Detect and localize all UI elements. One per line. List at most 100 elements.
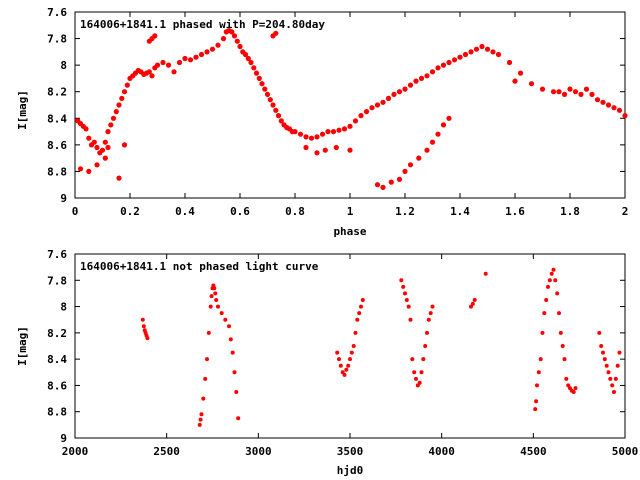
data-point bbox=[404, 298, 409, 302]
data-point bbox=[230, 350, 235, 355]
data-point bbox=[583, 86, 590, 92]
data-point bbox=[146, 69, 152, 75]
data-point bbox=[538, 357, 543, 362]
data-points bbox=[75, 28, 628, 190]
data-point bbox=[555, 291, 560, 296]
data-point bbox=[140, 317, 145, 322]
data-point bbox=[213, 291, 218, 296]
data-point bbox=[205, 357, 209, 362]
y-tick-label: 9 bbox=[60, 192, 67, 205]
data-point bbox=[342, 372, 347, 377]
data-point bbox=[176, 59, 183, 66]
data-point bbox=[399, 278, 404, 283]
data-point bbox=[242, 51, 249, 58]
data-point bbox=[264, 91, 271, 97]
data-point bbox=[102, 155, 108, 161]
y-tick-label: 8.8 bbox=[47, 165, 67, 178]
data-point bbox=[270, 102, 276, 108]
data-point bbox=[550, 89, 557, 95]
data-point bbox=[612, 390, 616, 394]
data-point bbox=[388, 179, 394, 185]
data-point bbox=[347, 123, 353, 129]
data-point bbox=[408, 317, 413, 322]
data-point bbox=[220, 36, 227, 42]
axis-ticks: 0 0.2 0.4 0.6 0.8 1 1.2 1.4 1.6 1.8 2 7.6 7.8 8 8.2 8.4… bbox=[47, 6, 628, 218]
data-point bbox=[528, 81, 535, 87]
data-point bbox=[451, 57, 458, 63]
data-point bbox=[204, 49, 210, 55]
data-point bbox=[549, 271, 554, 276]
data-point bbox=[154, 62, 161, 68]
y-tick-label: 8.2 bbox=[47, 327, 67, 340]
data-point bbox=[145, 336, 150, 341]
x-tick-label: 2000 bbox=[62, 445, 89, 458]
data-point bbox=[219, 311, 224, 316]
data-point bbox=[615, 363, 620, 368]
data-point bbox=[571, 390, 576, 394]
y-tick-label: 7.8 bbox=[47, 33, 67, 46]
data-point bbox=[197, 422, 202, 427]
data-point bbox=[215, 42, 221, 48]
data-point bbox=[540, 330, 545, 335]
data-point bbox=[435, 65, 441, 71]
data-point bbox=[556, 89, 562, 95]
data-point bbox=[212, 286, 217, 291]
data-point bbox=[539, 86, 546, 92]
data-point bbox=[116, 175, 122, 181]
data-point bbox=[160, 59, 166, 66]
data-point bbox=[273, 30, 279, 36]
data-point bbox=[358, 113, 364, 119]
data-point bbox=[435, 131, 441, 137]
data-point bbox=[314, 134, 320, 140]
data-point bbox=[418, 75, 425, 81]
data-point bbox=[380, 99, 386, 105]
y-tick-label: 9 bbox=[60, 432, 67, 445]
data-point bbox=[228, 337, 233, 342]
data-point bbox=[227, 324, 231, 329]
data-point bbox=[203, 376, 208, 381]
data-point bbox=[417, 380, 422, 385]
data-point bbox=[234, 38, 240, 44]
panel-title: 164006+1841.1 not phased light curve bbox=[80, 260, 319, 273]
data-point bbox=[337, 357, 341, 362]
data-point bbox=[429, 69, 436, 75]
data-point bbox=[267, 97, 273, 103]
data-point bbox=[380, 184, 386, 190]
data-point bbox=[206, 330, 211, 335]
data-point bbox=[604, 363, 609, 368]
data-point bbox=[353, 330, 358, 335]
y-tick-label: 8.6 bbox=[47, 379, 67, 392]
data-point bbox=[346, 363, 351, 368]
data-point bbox=[113, 109, 119, 115]
data-point bbox=[336, 127, 342, 133]
data-point bbox=[617, 350, 622, 355]
x-tick-label: 1.6 bbox=[505, 205, 525, 218]
x-tick-label: 1.4 bbox=[450, 205, 470, 218]
data-point bbox=[419, 370, 424, 375]
data-point bbox=[201, 396, 206, 401]
data-point bbox=[165, 62, 172, 68]
data-point bbox=[248, 59, 254, 66]
unphased-light-curve-panel: 164006+1841.1 not phased light curve hjd… bbox=[16, 248, 638, 477]
data-point bbox=[348, 357, 352, 362]
data-point bbox=[396, 176, 403, 182]
data-point bbox=[355, 317, 360, 322]
data-point bbox=[193, 54, 199, 60]
x-tick-label: 0.6 bbox=[230, 205, 250, 218]
data-point bbox=[546, 284, 550, 289]
data-point bbox=[209, 46, 216, 52]
data-point bbox=[406, 304, 411, 309]
data-point bbox=[412, 370, 417, 375]
data-point bbox=[495, 51, 502, 58]
data-point bbox=[259, 81, 265, 87]
data-point bbox=[374, 182, 381, 188]
data-point bbox=[116, 102, 122, 108]
data-point bbox=[308, 135, 315, 141]
x-tick-label: 0.4 bbox=[175, 205, 195, 218]
data-point bbox=[369, 105, 375, 111]
data-point bbox=[468, 49, 474, 55]
data-point bbox=[171, 69, 177, 75]
data-point bbox=[506, 59, 513, 66]
data-point bbox=[199, 412, 204, 417]
data-point bbox=[278, 118, 284, 124]
